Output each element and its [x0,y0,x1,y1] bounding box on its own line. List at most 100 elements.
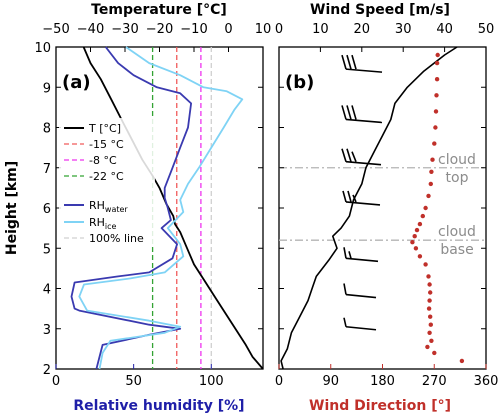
wind-barb-shaft [345,293,377,299]
wind-direction-tick-label: 90 [322,374,339,389]
wind-barb-feather [351,54,357,70]
wind-direction-point [426,306,432,311]
wind-direction-point [430,157,435,162]
panel-b-series [280,46,465,370]
rh-tick-label: 50 [125,374,142,389]
wind-direction-point [420,213,425,219]
panel-a-label: (a) [62,72,91,93]
y-tick-label: 9 [43,81,51,96]
height-axis-title: Height [km] [4,161,20,255]
series-line [82,46,264,370]
wind-barb [342,190,381,206]
wind-direction-point [432,350,437,356]
wind-direction-point [428,181,433,187]
rh-axis-title: Relative humidity [%] [73,398,244,414]
wind-barb-shaft [345,160,382,166]
legend-subscript: water [105,205,129,214]
wind-barb [341,148,382,166]
wind-direction-tick-label: 0 [275,374,283,389]
wind-direction-point [417,254,423,259]
legend: T [°C]-15 °C-8 °C-22 °CRHwaterRHice100% … [59,118,155,245]
y-tick-label: 7 [43,162,51,177]
wind-barb-feather [351,105,357,120]
wind-speed-tick-label: 20 [354,22,371,37]
wind-barb-shaft [345,201,381,206]
wind-barb-shaft [345,118,383,124]
wind-barb-feather [342,190,347,203]
wind-direction-point [428,290,433,295]
series-line [78,46,244,370]
wind-barb-shaft [345,68,383,73]
wind-direction-point [412,234,417,239]
wind-direction-point [432,141,437,146]
series-line [70,46,193,370]
wind-speed-line [280,46,458,370]
temperature-axis-title: Temperature [°C] [91,2,227,18]
y-tick-label: 6 [43,202,51,217]
wind-barb-feather [346,148,352,162]
y-tick-label: 8 [43,122,51,137]
wind-barb-feather [343,317,347,327]
legend-label: T [°C] [88,122,121,135]
panel-b-wind-barbs [341,54,383,331]
wind-direction-point [423,205,428,211]
y-tick-label: 5 [43,242,51,257]
wind-barb [341,105,383,124]
wind-direction-point [434,77,440,82]
wind-speed-tick-label: 40 [436,22,453,37]
temperature-tick-label: −30 [111,22,138,37]
rh-tick-label: 100 [199,374,224,389]
wind-barb-feather [341,148,347,162]
wind-barb-feather [341,105,347,120]
wind-barb-feather [346,54,352,70]
wind-barb [343,283,377,299]
wind-direction-point [410,240,415,245]
wind-direction-point [414,227,420,233]
cloud-annotation: top [446,170,469,186]
wind-direction-point [433,125,438,130]
y-tick-label: 3 [43,323,51,338]
panel-b-cloud-lines: cloud top cloud base [279,152,486,258]
wind-direction-axis-title: Wind Direction [°] [309,398,451,414]
temperature-tick-label: −50 [42,22,69,37]
wind-speed-axis-title: Wind Speed [m/s] [310,2,450,18]
wind-direction-tick-label: 180 [370,374,395,389]
wind-direction-point [413,246,419,251]
wind-speed-tick-label: 30 [395,22,412,37]
wind-direction-tick-label: 270 [422,374,447,389]
wind-barb-feather [351,151,357,163]
wind-direction-point [428,322,433,327]
cloud-annotation: cloud [438,152,476,168]
wind-direction-point [435,52,440,58]
wind-direction-point [417,221,423,227]
wind-barb-shaft [345,257,379,263]
wind-direction-point [429,338,434,343]
wind-speed-tick-label: 50 [478,22,495,37]
wind-direction-point [426,274,431,279]
wind-barb-feather [347,190,352,203]
y-tick-label: 10 [34,41,51,56]
panel-a-series [70,46,264,370]
wind-barb-feather [346,105,352,120]
wind-barb [343,317,377,331]
rh-tick-label: 0 [52,374,60,389]
wind-direction-point [429,169,434,174]
cloud-annotation: cloud [438,224,476,240]
wind-barb-feather [341,54,347,70]
y-tick-label: 2 [43,363,51,378]
wind-barb-shaft [345,325,377,331]
panel-b-label: (b) [285,72,314,93]
wind-direction-point [459,358,465,364]
wind-barb [341,54,383,73]
wind-direction-point [434,60,440,66]
wind-speed-tick-label: 0 [275,22,283,37]
legend-label: -8 °C [89,154,117,167]
temperature-tick-label: −40 [77,22,104,37]
wind-barb-feather [343,283,347,295]
legend-subscript: ice [105,222,117,231]
wind-direction-point [427,282,432,287]
temperature-tick-label: −10 [180,22,207,37]
